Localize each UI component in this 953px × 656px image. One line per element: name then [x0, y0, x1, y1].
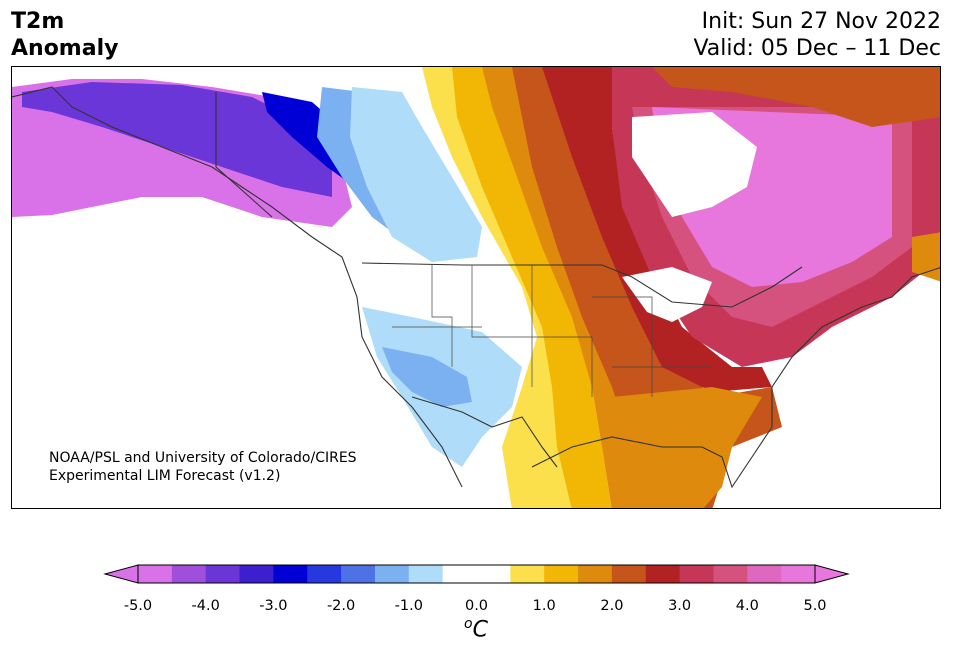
- colorbar: -5.0 -4.0 -3.0 -2.0 -1.0 0.0 1.0 2.0 3.0 4.0 5.0 o…: [0, 560, 953, 656]
- colorbar-tick-label: -1.0: [394, 598, 423, 614]
- colorbar-cell: [544, 565, 579, 583]
- colorbar-cell: [781, 565, 816, 583]
- us-mexico-border: [411, 396, 558, 468]
- colorbar-under-triangle: [103, 564, 139, 584]
- colorbar-cells: [138, 565, 816, 583]
- title-line-2: Anomaly: [11, 36, 119, 61]
- colorbar-tick-label: 4.0: [735, 598, 759, 614]
- anomaly-map: [11, 66, 941, 509]
- colorbar-cell: [510, 565, 545, 583]
- colorbar-cell: [476, 565, 511, 583]
- colorbar-cell: [374, 565, 410, 583]
- credit-text: NOAA/PSL and University of Colorado/CIRE…: [49, 449, 357, 485]
- colorbar-cell: [713, 565, 748, 583]
- colorbar-over-triangle: [814, 564, 850, 584]
- us-canada-border: [361, 262, 803, 308]
- credit-line-2: Experimental LIM Forecast (v1.2): [49, 468, 281, 484]
- anomaly-plains-yellow: [422, 67, 592, 508]
- colorbar-tick-label: 3.0: [668, 598, 692, 614]
- great-lakes: [622, 267, 712, 322]
- init-date: Init: Sun 27 Nov 2022: [701, 9, 941, 34]
- colorbar-tick-label: -2.0: [326, 598, 356, 614]
- unit-letter: C: [472, 617, 488, 643]
- anomaly-alaska-mid: [22, 82, 332, 197]
- colorbar-cell: [239, 565, 274, 583]
- colorbar-tick-label: -5.0: [123, 598, 153, 614]
- colorbar-cell: [747, 565, 782, 583]
- anomaly-midwest-red: [542, 67, 772, 392]
- colorbar-outline: [137, 564, 816, 584]
- colorbar-tick-label: 1.0: [532, 598, 556, 614]
- colorbar-cell: [341, 565, 376, 583]
- anomaly-arctic-orange: [652, 67, 940, 127]
- colorbar-cell: [273, 565, 308, 583]
- colorbar-cell: [138, 565, 173, 583]
- country-borders: [12, 86, 940, 489]
- state-line-1: [431, 265, 453, 367]
- state-line-3: [531, 265, 593, 397]
- forecast-dates: Init: Sun 27 Nov 2022 Valid: 05 Dec – 11…: [693, 8, 941, 62]
- title-line-1: T2m: [11, 9, 65, 34]
- state-lines: [392, 265, 712, 397]
- map-svg: [12, 67, 940, 508]
- colorbar-cell: [408, 565, 444, 583]
- anomaly-bc-pale: [350, 87, 482, 262]
- anomaly-atlantic-orange: [912, 232, 940, 282]
- credit-line-1: NOAA/PSL and University of Colorado/CIRE…: [49, 450, 357, 466]
- colorbar-cell: [679, 565, 714, 583]
- state-line-4: [592, 296, 653, 397]
- colorbar-cell: [578, 565, 613, 583]
- colorbar-tick-label: 5.0: [803, 598, 827, 614]
- colorbar-unit: oC: [464, 616, 488, 642]
- colorbar-cell: [171, 565, 207, 583]
- colorbar-cell: [205, 565, 241, 583]
- colorbar-cell: [645, 565, 681, 583]
- alaska-canada-border: [215, 92, 273, 218]
- coastline-pacific: [12, 86, 463, 488]
- colorbar-tick-label: 0.0: [464, 598, 489, 614]
- colorbar-tick-label: -4.0: [191, 598, 220, 614]
- hudson-bay: [632, 112, 757, 217]
- anomaly-southwest-light: [382, 347, 472, 407]
- colorbar-cell: [611, 565, 647, 583]
- colorbar-cell: [307, 565, 342, 583]
- colorbar-svg: [103, 564, 850, 584]
- colorbar-tick-label: -3.0: [259, 598, 288, 614]
- unit-superscript: o: [464, 616, 473, 632]
- valid-date: Valid: 05 Dec – 11 Dec: [693, 36, 941, 61]
- coastline-gulf: [531, 426, 773, 489]
- colorbar-cell: [442, 565, 477, 583]
- coastline-atlantic: [771, 267, 940, 427]
- state-line-2: [471, 265, 533, 387]
- colorbar-tick-label: 2.0: [600, 598, 624, 614]
- map-title: T2m Anomaly: [11, 8, 118, 62]
